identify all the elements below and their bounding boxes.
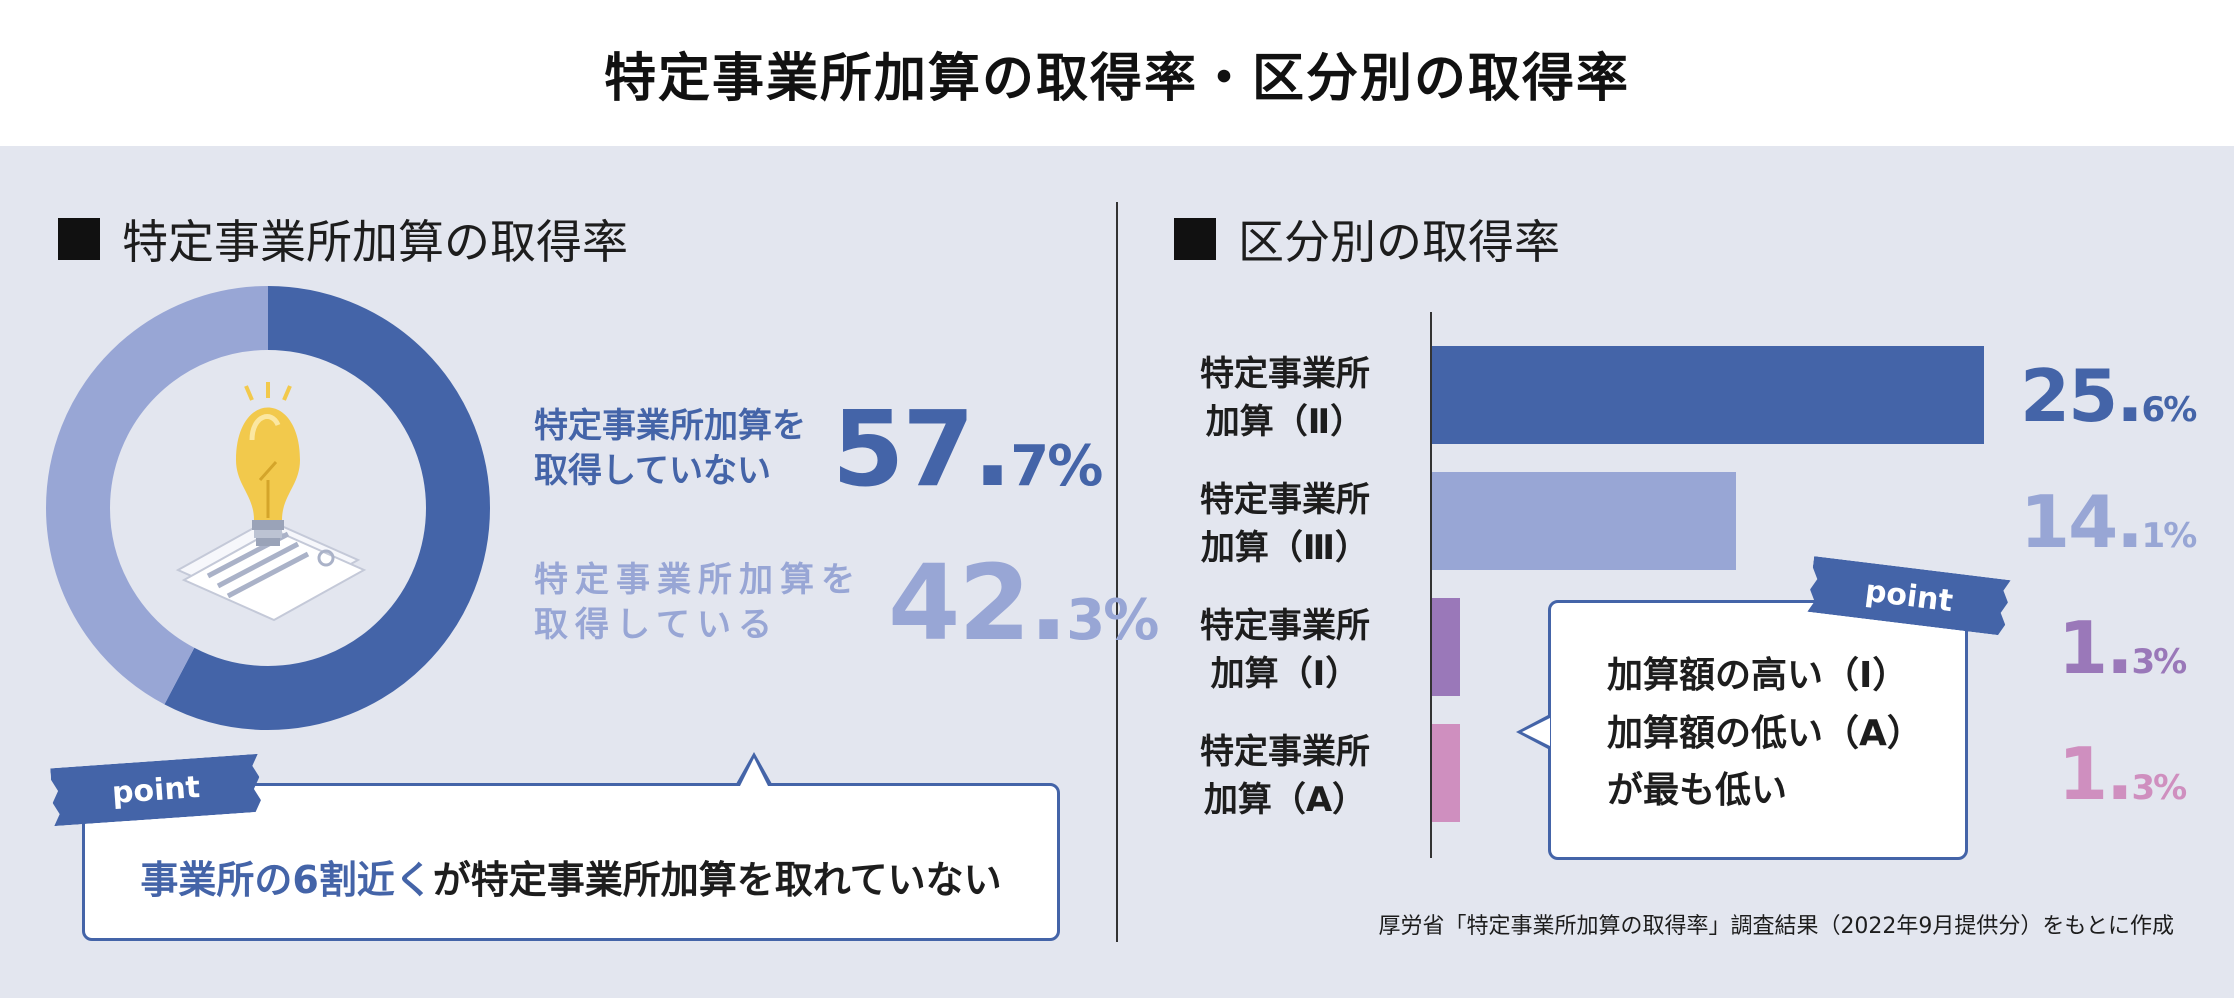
category-line1: 特定事業所 [1200,354,1370,394]
value-dec: 6 [2141,390,2166,430]
callout-line: 加算額の低い（A） [1607,712,1923,754]
section-divider [1116,202,1118,942]
value-dec: 3 [2131,642,2155,682]
value-dec: 3 [1066,588,1105,653]
value-int: 42. [888,542,1068,664]
value-dec: 1 [2141,516,2166,556]
stat-label-line1: 特定事業所加算を [534,560,862,601]
value-int: 25. [2020,354,2144,438]
header: 特定事業所加算の取得率・区分別の取得率 [0,0,2234,146]
stat-acquired: 特定事業所加算を 取得している 42.3% [534,542,1159,664]
category-line2: 加算（Ⅲ） [1200,527,1370,568]
stat-not-acquired: 特定事業所加算を 取得していない 57.7% [534,388,1103,510]
bar-category-label: 特定事業所 加算（A） [1150,729,1420,824]
callout-pointer-fill [1522,718,1550,746]
bar [1432,472,1737,570]
category-line1: 特定事業所 [1200,606,1370,646]
value-int: 14. [2020,480,2144,564]
value-unit: % [2153,768,2187,808]
left-section-title: 特定事業所加算の取得率 [58,206,628,272]
left-section-title-text: 特定事業所加算の取得率 [122,215,628,269]
bar [1432,724,1461,822]
stat-not-acquired-label: 特定事業所加算を 取得していない [534,404,806,494]
value-unit: % [2163,390,2197,430]
value-unit: % [2153,642,2187,682]
callout-rest: が特定事業所加算を取れていない [432,857,1002,902]
square-bullet-icon [1174,218,1216,260]
bar-axis-line [1430,312,1432,858]
right-callout-box: 加算額の高い（Ⅰ） 加算額の低い（A） が最も低い [1548,600,1968,860]
callout-pointer-fill [740,758,768,786]
left-callout-text: 事業所の6割近くが特定事業所加算を取れていない [140,849,1001,904]
value-dec: 7 [1010,434,1049,499]
square-bullet-icon [58,218,100,260]
value-int: 1. [2058,606,2133,690]
value-unit: % [2163,516,2197,556]
bar-value-label: 1.3% [2058,732,2187,816]
bar-value-label: 1.3% [2058,606,2187,690]
bar-category-label: 特定事業所 加算（Ⅲ） [1150,477,1420,572]
right-section-title-text: 区分別の取得率 [1238,215,1560,269]
callout-highlight: 事業所の6割近く [140,857,433,902]
stat-label-line2: 取得していない [534,451,771,491]
right-section-title: 区分別の取得率 [1174,206,1560,272]
bar [1432,346,1984,444]
bar [1432,598,1461,696]
callout-line: 加算額の高い（Ⅰ） [1607,655,1909,696]
bar-category-label: 特定事業所 加算（Ⅰ） [1150,603,1420,698]
stat-label-line2: 取得している [534,605,779,645]
category-line1: 特定事業所 [1200,480,1370,520]
source-note: 厚労省「特定事業所加算の取得率」調査結果（2022年9月提供分）をもとに作成 [1378,914,2174,939]
stat-label-line1: 特定事業所加算を [534,406,806,447]
value-int: 57. [832,388,1012,510]
value-unit: % [1103,588,1159,653]
category-line2: 加算（Ⅱ） [1205,401,1365,442]
bar-category-label: 特定事業所 加算（Ⅱ） [1150,351,1420,446]
value-dec: 3 [2131,768,2155,808]
stat-acquired-label: 特定事業所加算を 取得している [534,558,862,648]
stat-acquired-value: 42.3% [888,542,1159,664]
page-title: 特定事業所加算の取得率・区分別の取得率 [603,48,1630,109]
value-int: 1. [2058,732,2133,816]
category-line2: 加算（A） [1203,779,1367,820]
stat-not-acquired-value: 57.7% [832,388,1103,510]
callout-line: が最も低い [1607,770,1788,812]
bar-value-label: 25.6% [2020,354,2197,438]
bar-value-label: 14.1% [2020,480,2197,564]
category-line1: 特定事業所 [1200,732,1370,772]
category-line2: 加算（Ⅰ） [1210,653,1360,694]
value-unit: % [1047,434,1103,499]
